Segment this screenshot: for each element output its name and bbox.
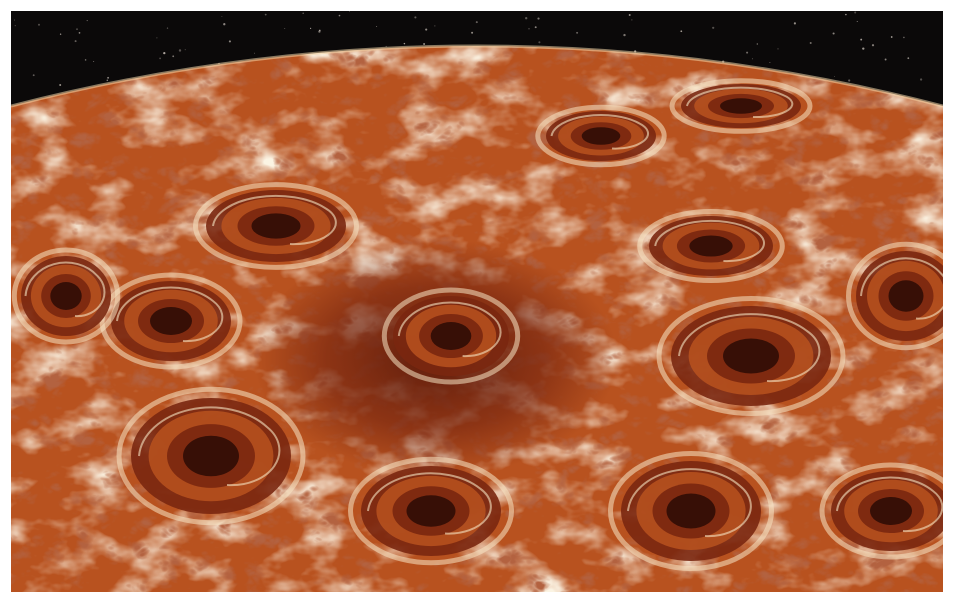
star	[264, 13, 267, 16]
star	[525, 17, 528, 20]
star	[253, 52, 255, 54]
star	[107, 76, 110, 79]
star	[425, 28, 428, 31]
star	[434, 25, 436, 27]
star	[156, 37, 158, 39]
star	[184, 49, 186, 51]
cyclone	[193, 182, 359, 270]
star	[631, 19, 633, 21]
star	[832, 32, 835, 35]
star	[84, 59, 87, 61]
planet-limb	[11, 44, 943, 108]
star	[376, 25, 378, 28]
star	[756, 43, 758, 45]
star	[712, 26, 715, 29]
star	[106, 79, 109, 82]
star	[777, 48, 779, 50]
star	[423, 43, 426, 45]
star	[793, 22, 796, 25]
star	[890, 36, 893, 38]
polar-cyclones-image	[11, 11, 943, 592]
star	[223, 23, 226, 26]
cyclone	[819, 462, 943, 560]
star	[576, 31, 579, 34]
star	[623, 33, 626, 37]
star	[14, 19, 16, 21]
star	[310, 27, 312, 29]
cyclone	[535, 104, 667, 168]
cyclone	[11, 247, 121, 345]
star	[534, 26, 537, 29]
star	[284, 27, 286, 30]
cyclone	[656, 296, 846, 416]
cyclone	[637, 209, 785, 283]
star	[414, 16, 417, 19]
star	[809, 41, 812, 45]
star	[228, 40, 231, 43]
planet-surface	[11, 46, 943, 592]
star	[884, 58, 887, 61]
cyclone	[348, 456, 514, 566]
star	[14, 25, 16, 27]
star	[907, 57, 910, 60]
star	[78, 32, 81, 34]
star	[856, 21, 858, 22]
star	[86, 20, 88, 22]
star	[833, 76, 835, 77]
star	[59, 33, 62, 35]
star	[751, 58, 754, 60]
star	[93, 61, 95, 62]
star	[871, 44, 875, 47]
star	[746, 51, 749, 54]
star	[302, 12, 304, 15]
star	[38, 23, 40, 26]
star	[854, 11, 857, 14]
star	[769, 61, 771, 63]
central-cyclone	[381, 287, 521, 385]
star	[680, 30, 683, 33]
star	[338, 14, 341, 17]
cyclone	[99, 272, 243, 370]
star	[59, 84, 62, 86]
cyclone-group	[11, 78, 943, 571]
star	[471, 31, 474, 34]
cyclone	[846, 241, 943, 351]
cyclone	[116, 386, 306, 526]
star	[159, 57, 161, 60]
cyclone	[608, 451, 774, 571]
cyclone	[669, 78, 813, 134]
star	[163, 51, 166, 55]
star	[845, 13, 847, 16]
star	[860, 38, 863, 41]
star	[628, 14, 631, 16]
star	[221, 15, 223, 17]
star	[32, 74, 35, 77]
star	[537, 17, 540, 20]
star	[538, 41, 541, 44]
star	[919, 78, 923, 81]
star	[903, 36, 905, 39]
star	[848, 79, 851, 82]
star	[172, 55, 175, 58]
star	[403, 42, 406, 45]
star	[76, 28, 78, 31]
star	[178, 49, 182, 52]
star	[862, 47, 865, 50]
star	[166, 27, 169, 29]
star	[528, 28, 530, 30]
image-frame	[11, 11, 943, 592]
star	[74, 40, 77, 43]
star	[475, 21, 478, 24]
star	[318, 29, 321, 32]
